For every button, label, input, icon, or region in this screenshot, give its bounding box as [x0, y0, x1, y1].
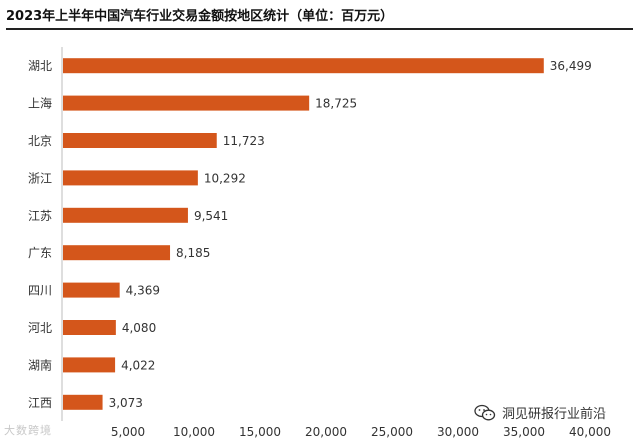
x-tick-label: 20,000: [305, 425, 347, 439]
x-tick-label: 5,000: [111, 425, 145, 439]
bar: [63, 357, 116, 373]
value-label: 4,080: [122, 321, 156, 335]
x-tick-label: 40,000: [569, 425, 611, 439]
bar: [63, 207, 188, 223]
chart-title: 2023年上半年中国汽车行业交易金额按地区统计（单位：百万元）: [6, 6, 633, 30]
bar: [63, 394, 103, 410]
category-label: 四川: [28, 284, 52, 298]
bar: [63, 58, 544, 74]
value-label: 36,499: [550, 59, 592, 73]
category-label: 上海: [28, 96, 52, 111]
category-label: 北京: [28, 134, 52, 148]
x-tick-label: 35,000: [503, 425, 545, 439]
watermark-right-text: 洞见研报行业前沿: [502, 407, 607, 422]
value-label: 10,292: [204, 171, 246, 185]
value-label: 4,369: [126, 284, 160, 298]
category-label: 广东: [28, 246, 52, 260]
bar: [63, 320, 116, 335]
category-label: 江苏: [28, 209, 52, 223]
value-label: 3,073: [109, 396, 143, 410]
category-label: 河北: [28, 321, 52, 335]
bar: [63, 170, 198, 186]
category-label: 浙江: [28, 171, 52, 185]
bar: [63, 245, 171, 261]
labels-layer: 湖北 36,499 上海 18,725 北京 11,723 浙江 10,292 江苏 9,541 广…: [28, 58, 611, 439]
wechat-icon: [474, 404, 496, 420]
bar: [63, 282, 120, 298]
bars-layer: [63, 58, 544, 410]
category-label: 江西: [28, 396, 52, 410]
x-tick-label: 30,000: [437, 425, 479, 439]
value-label: 9,541: [194, 209, 228, 223]
x-tick-label: 25,000: [371, 425, 413, 439]
value-label: 11,723: [223, 134, 265, 148]
x-tick-label: 10,000: [173, 425, 215, 439]
value-label: 8,185: [176, 246, 210, 260]
bar: [63, 133, 217, 148]
x-tick-label: 15,000: [239, 425, 281, 439]
value-label: 4,022: [121, 358, 155, 372]
value-label: 18,725: [315, 97, 357, 111]
category-label: 湖北: [28, 58, 52, 73]
category-label: 湖南: [28, 357, 52, 372]
bar: [63, 95, 310, 111]
watermark-right: 洞见研报行业前沿: [474, 403, 606, 422]
watermark-left: 大数跨境: [4, 424, 52, 437]
